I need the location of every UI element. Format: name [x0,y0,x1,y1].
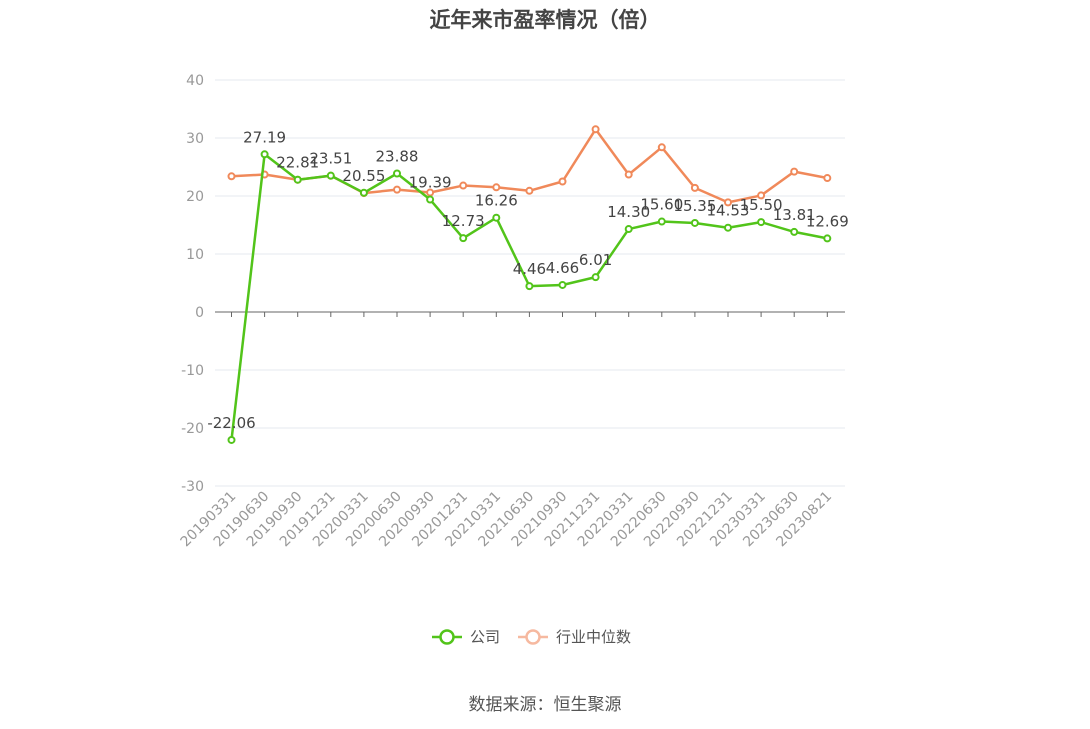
legend-item-label[interactable]: 公司 [470,628,500,646]
data-point[interactable] [525,282,534,291]
y-tick-label: -30 [181,479,204,495]
data-point[interactable] [393,185,401,194]
data-point[interactable] [359,188,368,197]
data-point[interactable] [624,170,633,179]
legend-swatch-marker [525,629,541,645]
data-label: 14.30 [607,203,650,221]
data-source-note: 数据来源：恒生聚源 [468,695,622,715]
data-point[interactable] [260,150,269,159]
data-label: 19.39 [409,174,452,192]
data-label: 15.35 [673,197,716,215]
data-point[interactable] [690,183,699,192]
grid-lines [215,79,845,487]
data-label: 12.73 [442,212,485,230]
data-label: 27.19 [243,128,286,146]
chart-title: 近年来市盈率情况（倍） [429,8,661,32]
data-point[interactable] [426,195,435,204]
data-point[interactable] [657,217,666,226]
data-point[interactable] [591,125,600,134]
data-label: 4.66 [546,259,579,277]
data-point[interactable] [790,227,799,236]
data-label: 13.81 [773,206,816,224]
y-tick-label: 40 [186,73,204,89]
y-tick-label: 10 [186,247,204,263]
data-point[interactable] [492,183,501,192]
data-point[interactable] [724,198,732,207]
data-point[interactable] [757,191,766,200]
data-label: 6.01 [579,251,612,269]
y-tick-label: -10 [181,363,204,379]
series-line-0 [230,153,828,441]
data-point[interactable] [227,435,236,444]
data-point[interactable] [790,167,799,176]
data-point[interactable] [591,273,600,282]
y-tick-label: -20 [181,421,204,437]
y-axis-ticks: 40 30 20 10 0 -10 -20 -30 [181,73,204,495]
data-point[interactable] [459,181,468,190]
data-label: 23.51 [309,150,352,168]
data-point[interactable] [492,213,501,222]
data-label: 22.81 [276,154,319,172]
data-label: 23.88 [376,147,419,165]
series-group [227,125,832,444]
data-label: 15.60 [640,196,683,214]
data-label: 16.26 [475,192,518,210]
legend[interactable]: 公司 行业中位数 [432,628,631,646]
data-point[interactable] [657,143,666,152]
legend-item-label[interactable]: 行业中位数 [556,628,631,646]
data-label: -22.06 [207,414,255,432]
x-axis: 2019033120190630201909302019123120200331… [178,311,845,550]
y-tick-label: 30 [186,131,204,147]
data-label: 4.46 [513,260,546,278]
data-label: 20.55 [342,167,385,185]
data-point[interactable] [293,175,302,184]
data-point[interactable] [558,177,567,186]
data-point[interactable] [459,234,468,243]
data-point[interactable] [823,174,832,183]
data-label: 15.50 [740,196,783,214]
legend-swatch-marker [439,629,455,645]
data-point[interactable] [823,234,832,243]
data-label: 12.69 [806,212,849,230]
data-point[interactable] [525,186,534,195]
data-point[interactable] [393,169,401,178]
y-tick-label: 0 [195,305,204,321]
data-label: 14.53 [707,202,750,220]
y-tick-label: 20 [186,189,204,205]
data-point[interactable] [724,223,732,232]
data-point[interactable] [426,188,435,197]
data-point[interactable] [558,280,567,289]
data-point[interactable] [757,218,766,227]
data-point[interactable] [690,218,699,227]
data-point[interactable] [326,171,335,180]
data-point[interactable] [227,172,236,181]
data-point[interactable] [624,225,633,234]
